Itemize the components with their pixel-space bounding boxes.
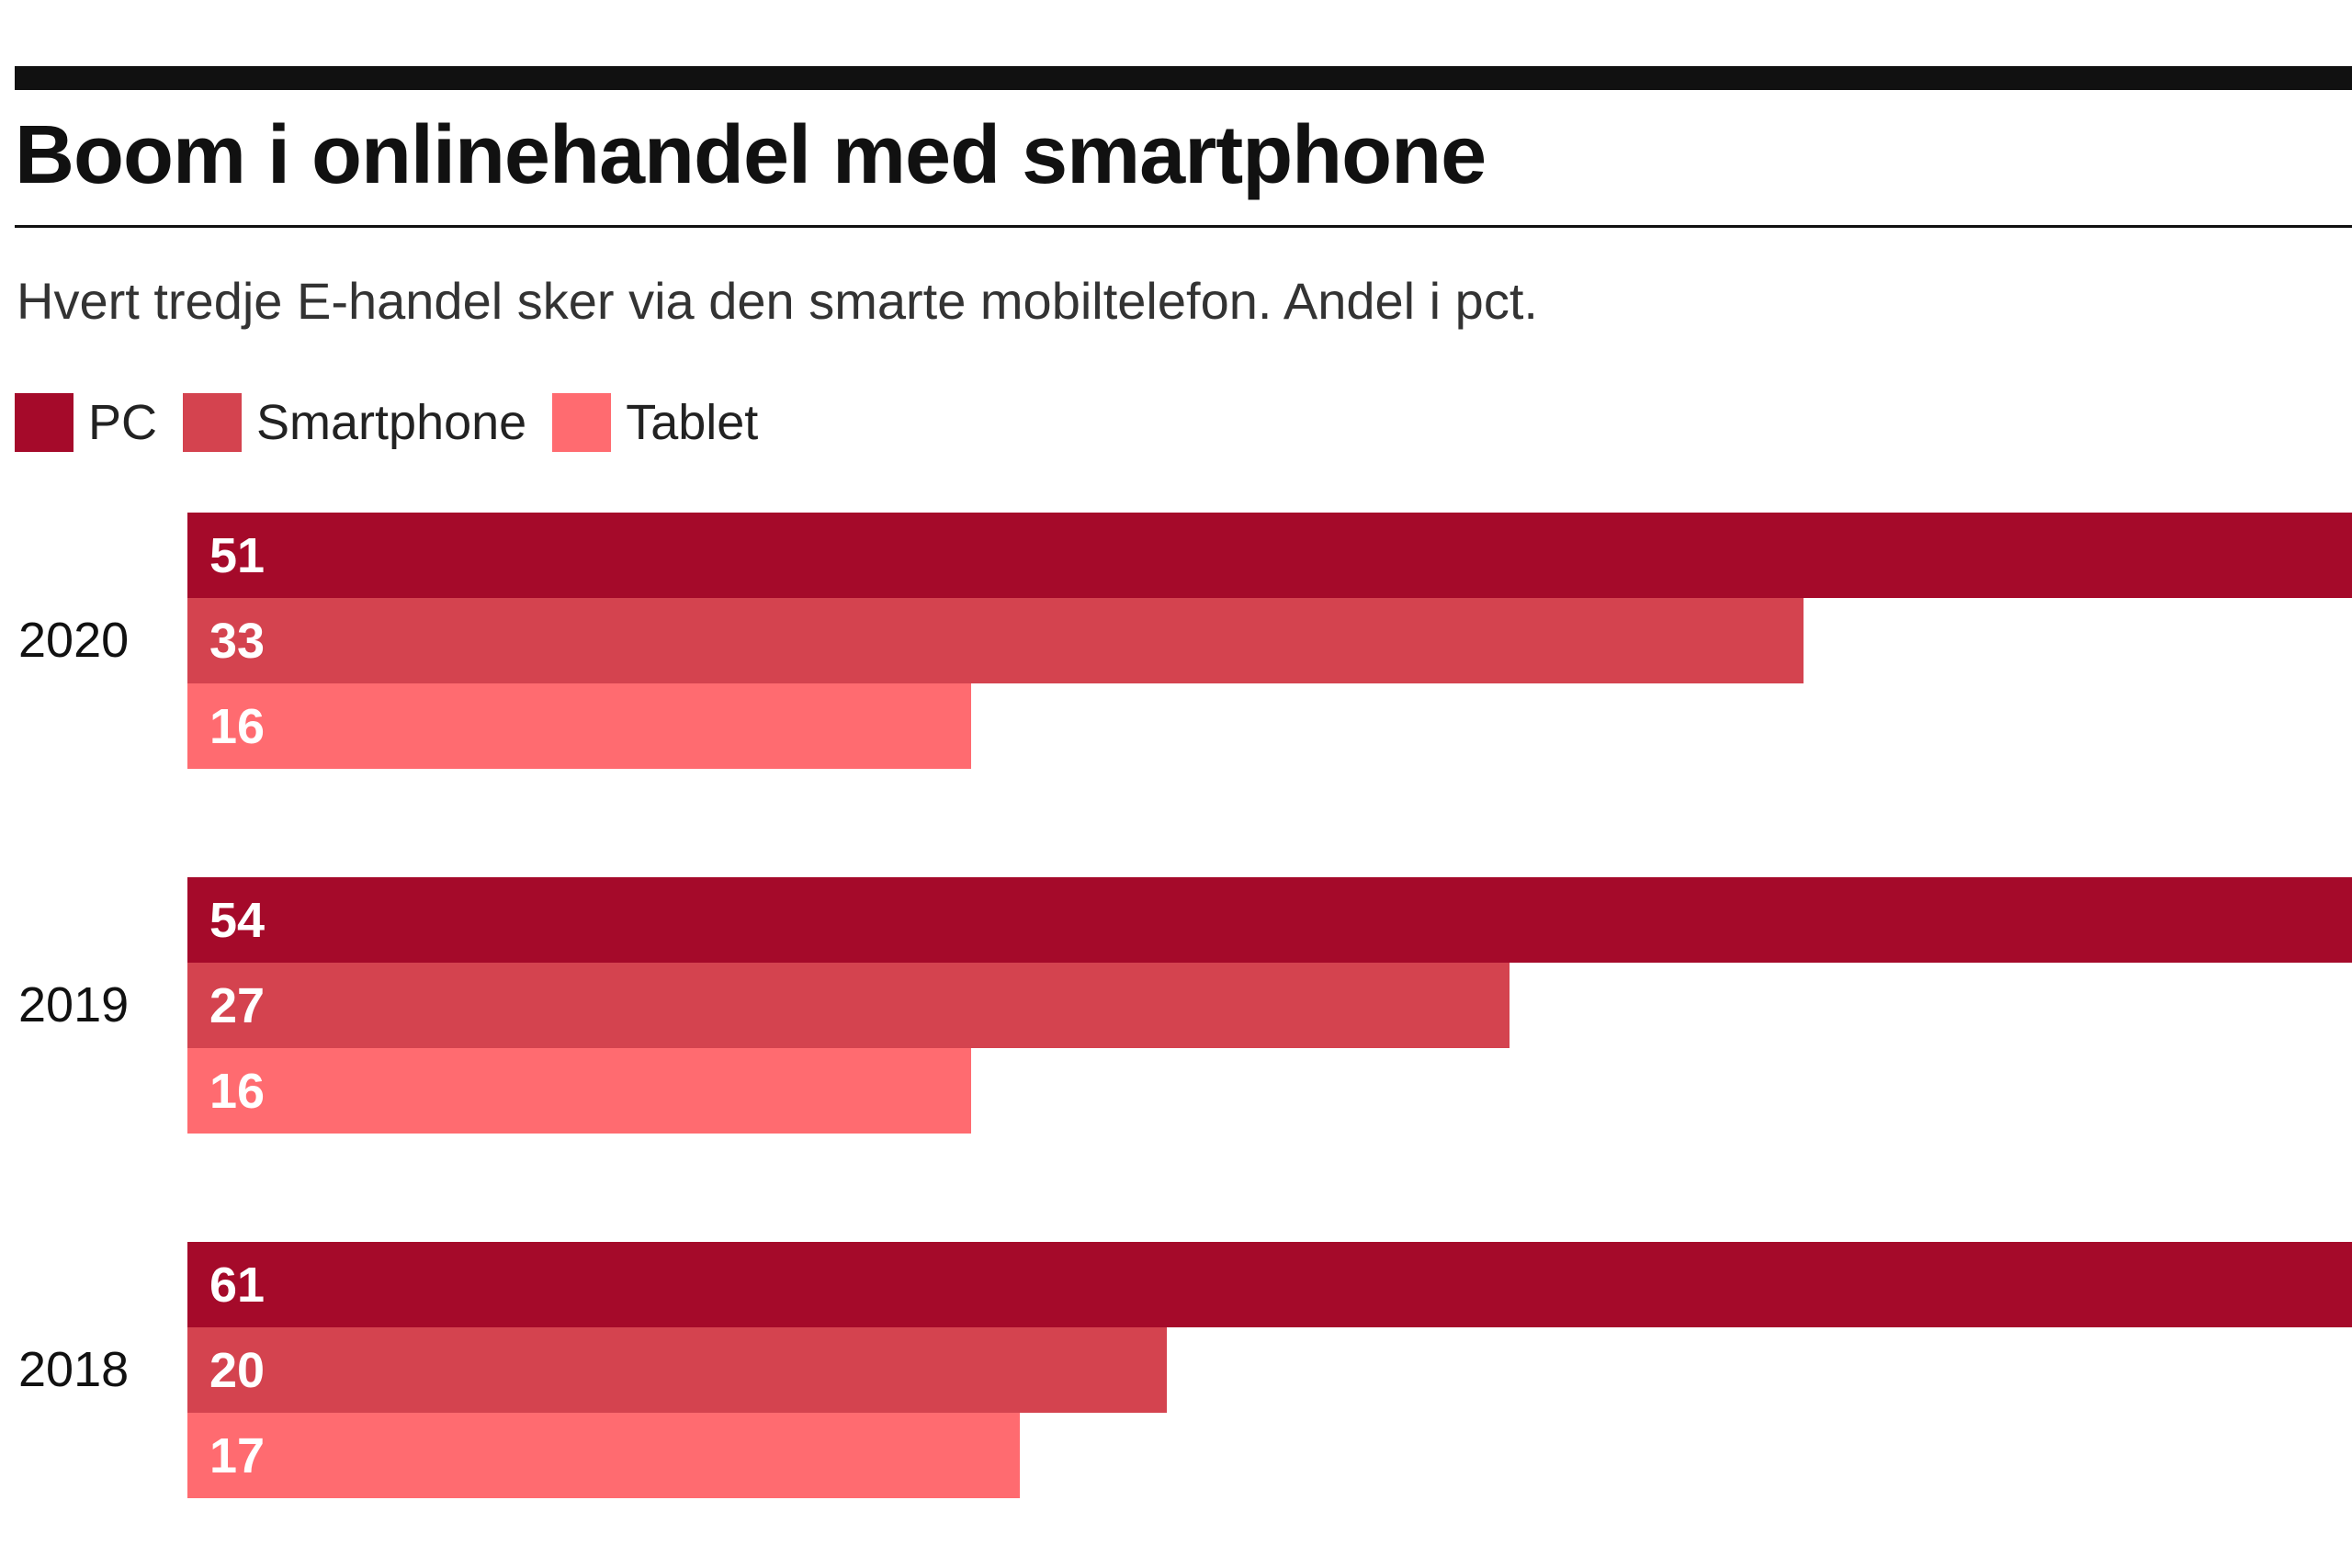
chart-subtitle: Hvert tredje E-handel sker via den smart… bbox=[17, 272, 1538, 330]
bar-value-label: 17 bbox=[209, 1427, 266, 1483]
bar-pc-2019: 54 bbox=[187, 877, 2352, 963]
legend-label-smartphone: Smartphone bbox=[256, 395, 527, 450]
legend-swatch-pc bbox=[15, 393, 74, 452]
bar-value-label: 54 bbox=[209, 892, 266, 948]
bar-smartphone-2020: 33 bbox=[187, 598, 1804, 683]
legend-item-pc: PC bbox=[15, 393, 157, 452]
bar-value-label: 61 bbox=[209, 1257, 266, 1313]
legend-item-smartphone: Smartphone bbox=[183, 393, 526, 452]
bar-value-label: 33 bbox=[209, 613, 266, 669]
bar-tablet-2020: 16 bbox=[187, 683, 971, 769]
legend-label-pc: PC bbox=[88, 395, 158, 450]
legend: PC Smartphone Tablet bbox=[15, 393, 784, 452]
bar-value-label: 27 bbox=[209, 977, 266, 1033]
legend-swatch-tablet bbox=[552, 393, 612, 452]
bar-pc-2018: 61 bbox=[187, 1242, 2352, 1327]
bar-pc-2020: 51 bbox=[187, 513, 2352, 598]
bar-value-label: 16 bbox=[209, 1063, 266, 1119]
bar-value-label: 16 bbox=[209, 698, 266, 754]
legend-label-tablet: Tablet bbox=[626, 395, 759, 450]
bar-smartphone-2018: 20 bbox=[187, 1327, 1167, 1413]
bar-value-label: 51 bbox=[209, 527, 266, 583]
top-rule bbox=[15, 66, 2352, 90]
bar-smartphone-2019: 27 bbox=[187, 963, 1510, 1048]
chart-title: Boom i onlinehandel med smartphone bbox=[15, 109, 1487, 201]
bar-tablet-2019: 16 bbox=[187, 1048, 971, 1134]
year-label: 2020 bbox=[18, 612, 130, 668]
bar-tablet-2018: 17 bbox=[187, 1413, 1021, 1498]
legend-item-tablet: Tablet bbox=[552, 393, 758, 452]
legend-swatch-smartphone bbox=[183, 393, 243, 452]
year-label: 2018 bbox=[18, 1341, 130, 1397]
bar-value-label: 20 bbox=[209, 1342, 266, 1398]
year-label: 2019 bbox=[18, 976, 130, 1032]
title-divider bbox=[15, 225, 2352, 228]
